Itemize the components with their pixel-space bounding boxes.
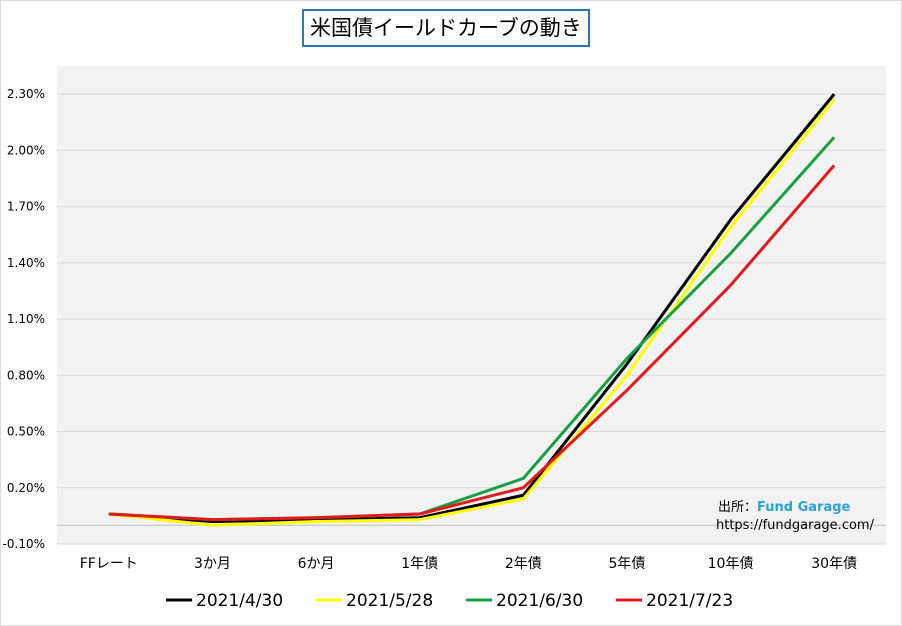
- legend-label: 2021/7/23: [646, 591, 733, 611]
- x-tick-label: 10年債: [708, 556, 754, 572]
- chart-title: 米国債イールドカーブの動き: [302, 9, 590, 47]
- legend-label: 2021/6/30: [496, 591, 583, 611]
- x-tick-label: FFレート: [80, 556, 138, 572]
- y-tick-label: 0.20%: [7, 481, 45, 495]
- y-tick-label: 1.40%: [7, 256, 45, 270]
- series-line: [108, 93, 836, 524]
- legend-label: 2021/4/30: [196, 591, 283, 611]
- series-line: [108, 164, 836, 522]
- x-tick-label: 3か月: [194, 556, 231, 572]
- y-tick-label: 0.50%: [7, 425, 45, 439]
- series-line: [108, 98, 836, 527]
- x-tick-label: 30年債: [811, 556, 857, 572]
- source-label: 出所：: [718, 500, 758, 515]
- plot-area: [57, 66, 886, 544]
- x-tick-label: 5年債: [608, 556, 645, 572]
- x-tick-label: 1年債: [401, 556, 438, 572]
- source-brand: Fund Garage: [757, 500, 851, 515]
- y-tick-label: 1.10%: [7, 312, 45, 326]
- y-tick-label: 2.30%: [7, 87, 45, 101]
- y-tick-label: -0.10%: [3, 537, 45, 551]
- x-tick-label: 6か月: [298, 556, 335, 572]
- source-note: 出所：Fund Garage: [718, 496, 850, 515]
- y-tick-label: 0.80%: [7, 368, 45, 382]
- x-tick-label: 2年債: [505, 556, 542, 572]
- y-tick-label: 1.70%: [7, 200, 45, 214]
- source-url: https://fundgarage.com/: [716, 518, 874, 533]
- legend-label: 2021/5/28: [346, 591, 433, 611]
- y-tick-label: 2.00%: [7, 143, 45, 157]
